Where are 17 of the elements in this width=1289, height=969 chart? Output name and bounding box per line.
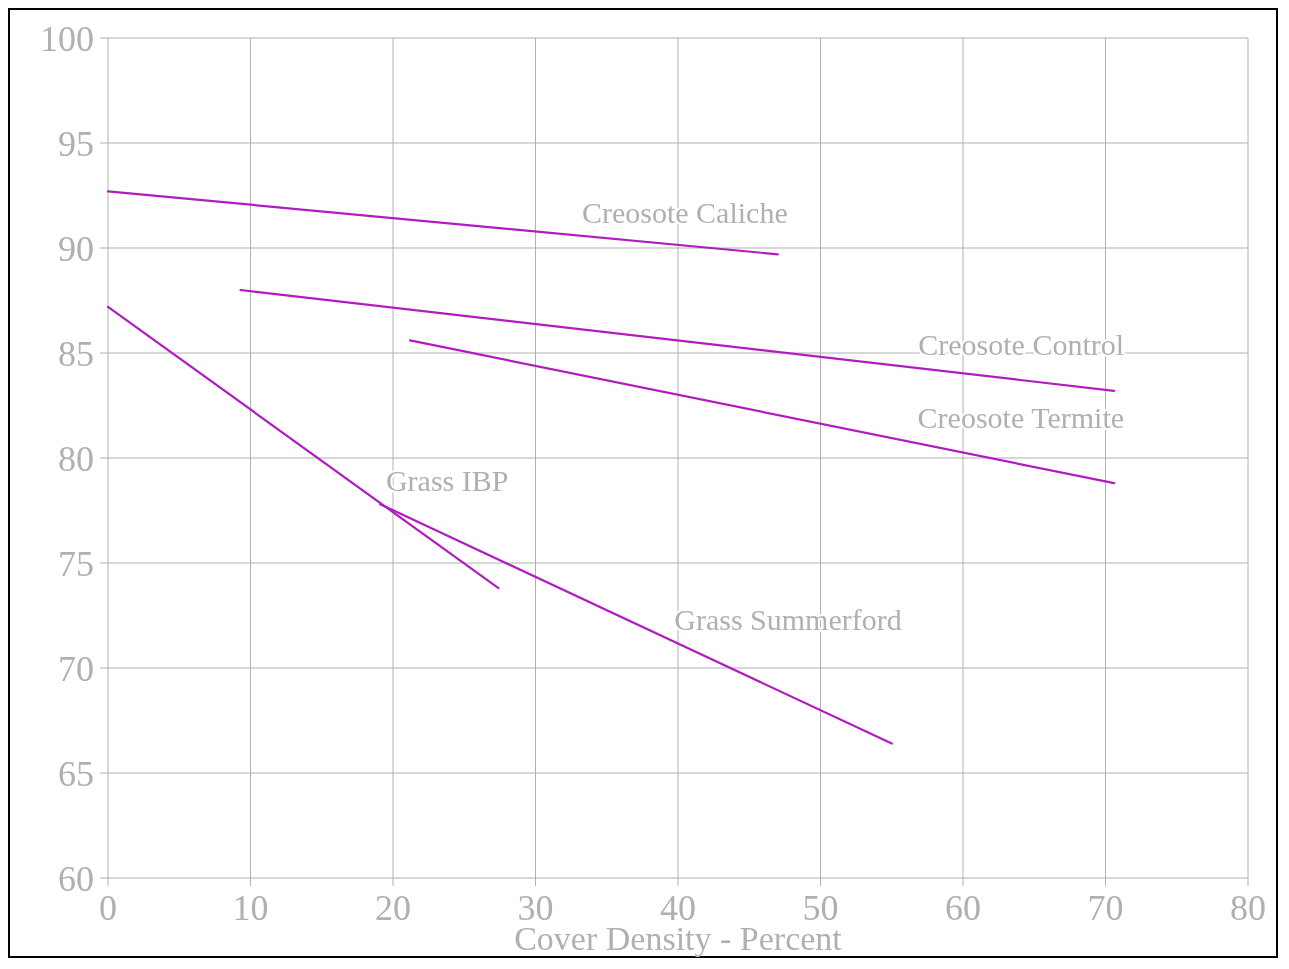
y-tick-label: 60	[58, 858, 94, 899]
x-tick-label: 20	[375, 888, 411, 928]
x-tick-label: 70	[1087, 888, 1124, 928]
series-label: Grass IBP	[385, 464, 509, 498]
y-tick-label: 85	[58, 333, 94, 374]
y-tick-label: 65	[58, 753, 94, 794]
x-tick-label: 60	[945, 888, 981, 928]
y-tick-label: 95	[58, 123, 94, 164]
y-tick-label: 100	[40, 18, 94, 59]
y-tick-label: 80	[58, 438, 94, 479]
x-tick-label: 0	[99, 888, 117, 928]
x-tick-label: 10	[232, 888, 269, 928]
y-tick-label: 70	[58, 648, 94, 689]
x-tick-label: 80	[1230, 888, 1266, 928]
y-tick-label: 75	[58, 543, 94, 584]
y-tick-label: 90	[58, 228, 94, 269]
series-label: Creosote Caliche	[581, 196, 788, 230]
